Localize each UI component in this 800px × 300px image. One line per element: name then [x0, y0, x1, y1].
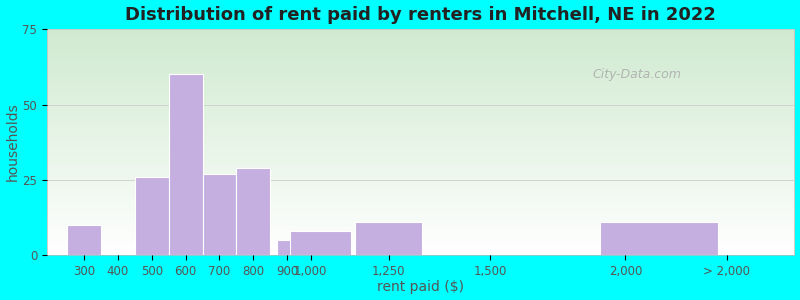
- X-axis label: rent paid ($): rent paid ($): [377, 280, 464, 294]
- Y-axis label: households: households: [6, 103, 19, 182]
- Bar: [600, 222, 718, 255]
- Bar: [354, 222, 422, 255]
- Bar: [202, 174, 236, 255]
- Bar: [277, 240, 298, 255]
- Bar: [67, 225, 101, 255]
- Bar: [135, 177, 169, 255]
- Bar: [290, 231, 351, 255]
- Bar: [169, 74, 202, 255]
- Bar: [236, 168, 270, 255]
- Title: Distribution of rent paid by renters in Mitchell, NE in 2022: Distribution of rent paid by renters in …: [126, 6, 716, 24]
- Text: City-Data.com: City-Data.com: [593, 68, 682, 81]
